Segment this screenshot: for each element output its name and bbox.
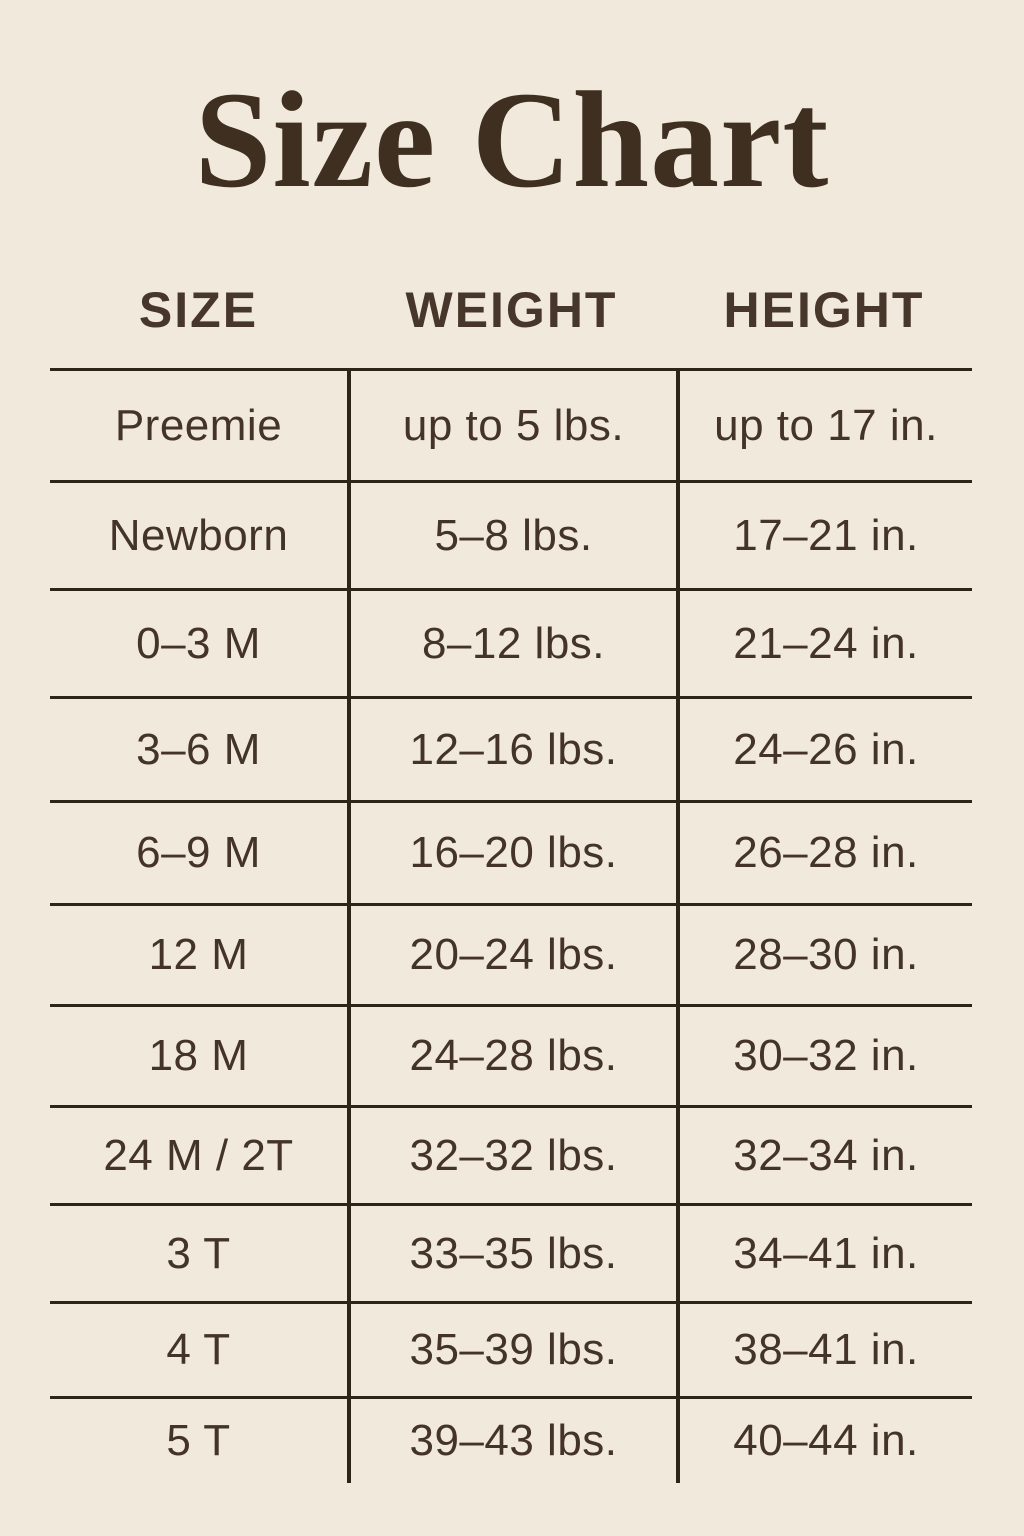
cell-size: 18 M <box>148 1031 249 1080</box>
header-height: HEIGHT <box>723 282 925 338</box>
table-row: 3–6 M 12–16 lbs. 24–26 in. <box>50 699 972 803</box>
cell-size: 3–6 M <box>136 724 261 774</box>
table-row: Newborn 5–8 lbs. 17–21 in. <box>50 483 972 591</box>
cell-height: 21–24 in. <box>676 591 972 696</box>
cell-size: Newborn <box>108 510 289 560</box>
table-header-row: SIZE WEIGHT HEIGHT <box>50 278 972 342</box>
cell-weight: 33–35 lbs. <box>347 1206 676 1301</box>
cell-size: 12 M <box>148 930 249 979</box>
cell-height: 26–28 in. <box>676 803 972 903</box>
cell-weight: 16–20 lbs. <box>347 803 676 903</box>
table-row: 18 M 24–28 lbs. 30–32 in. <box>50 1007 972 1108</box>
cell-size: 3 T <box>166 1228 231 1278</box>
size-table-body: Preemie up to 5 lbs. up to 17 in. Newbor… <box>50 368 972 1483</box>
table-row: 12 M 20–24 lbs. 28–30 in. <box>50 906 972 1007</box>
header-weight: WEIGHT <box>405 282 618 338</box>
cell-height: 28–30 in. <box>676 906 972 1004</box>
cell-weight: 35–39 lbs. <box>347 1304 676 1396</box>
cell-height: 24–26 in. <box>676 699 972 800</box>
page-title: Size Chart <box>194 63 830 216</box>
cell-size: 6–9 M <box>136 828 261 877</box>
table-row: 5 T 39–43 lbs. 40–44 in. <box>50 1399 972 1483</box>
table-row: 24 M / 2T 32–32 lbs. 32–34 in. <box>50 1108 972 1206</box>
cell-height: 17–21 in. <box>676 483 972 588</box>
cell-height: up to 17 in. <box>676 371 972 480</box>
table-row: 0–3 M 8–12 lbs. 21–24 in. <box>50 591 972 699</box>
cell-weight: 5–8 lbs. <box>347 483 676 588</box>
cell-weight: 24–28 lbs. <box>347 1007 676 1105</box>
cell-size: 4 T <box>166 1325 231 1374</box>
cell-weight: up to 5 lbs. <box>347 371 676 480</box>
cell-height: 30–32 in. <box>676 1007 972 1105</box>
cell-weight: 12–16 lbs. <box>347 699 676 800</box>
cell-weight: 20–24 lbs. <box>347 906 676 1004</box>
header-size: SIZE <box>138 282 259 338</box>
table-row: 6–9 M 16–20 lbs. 26–28 in. <box>50 803 972 906</box>
cell-height: 40–44 in. <box>676 1399 972 1483</box>
cell-size: 0–3 M <box>136 618 261 668</box>
table-row: 3 T 33–35 lbs. 34–41 in. <box>50 1206 972 1304</box>
cell-size: 5 T <box>166 1416 231 1465</box>
cell-size: 24 M / 2T <box>103 1130 294 1180</box>
cell-height: 38–41 in. <box>676 1304 972 1396</box>
cell-size: Preemie <box>114 400 283 450</box>
cell-weight: 39–43 lbs. <box>347 1399 676 1483</box>
table-row: 4 T 35–39 lbs. 38–41 in. <box>50 1304 972 1399</box>
cell-height: 34–41 in. <box>676 1206 972 1301</box>
cell-weight: 32–32 lbs. <box>347 1108 676 1203</box>
cell-weight: 8–12 lbs. <box>347 591 676 696</box>
cell-height: 32–34 in. <box>676 1108 972 1203</box>
table-row: Preemie up to 5 lbs. up to 17 in. <box>50 371 972 483</box>
